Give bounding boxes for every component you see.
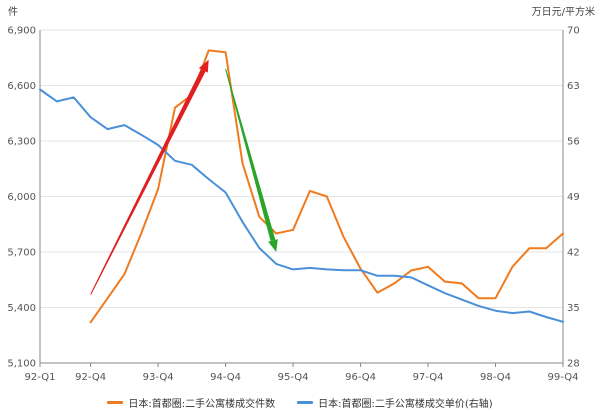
grid-lines xyxy=(40,29,563,364)
left-tick-label: 5,100 xyxy=(7,359,36,370)
right-tick-label: 70 xyxy=(567,26,580,37)
left-tick-label: 5,700 xyxy=(7,248,36,259)
x-tick-label: 94-Q4 xyxy=(210,372,241,383)
series-line-volume xyxy=(89,49,564,324)
legend-label-volume: 日本:首都圈:二手公寓楼成交件数 xyxy=(128,398,276,410)
right-tick-label: 35 xyxy=(567,303,580,314)
trend-arrows xyxy=(90,59,278,295)
right-axis-unit: 万日元/平方米 xyxy=(532,5,595,18)
legend-item-volume: 日本:首都圈:二手公寓楼成交件数 xyxy=(107,395,275,410)
right-tick-label: 56 xyxy=(567,137,580,148)
x-tick-label: 98-Q4 xyxy=(480,372,511,383)
x-tick-label: 99-Q4 xyxy=(548,372,579,383)
left-axis-unit: 件 xyxy=(8,6,18,18)
left-tick-label: 6,600 xyxy=(7,81,36,92)
x-tick-label: 96-Q4 xyxy=(345,372,376,383)
x-tick-label: 93-Q4 xyxy=(143,372,174,383)
x-tick-label: 92-Q4 xyxy=(75,372,106,383)
left-tick-label: 6,300 xyxy=(7,137,36,148)
x-tick-label: 92-Q1 xyxy=(25,372,56,383)
left-tick-label: 6,900 xyxy=(7,26,36,37)
fall-arrow-head xyxy=(268,239,278,252)
left-tick-label: 5,400 xyxy=(7,303,36,314)
right-tick-label: 49 xyxy=(567,192,580,203)
rise-arrow-shaft xyxy=(90,69,206,295)
series-line-price xyxy=(39,88,564,323)
line-chart: 5,100 28 5,400 35 5,700 42 6,000 49 6,300 56 6,600… xyxy=(7,5,595,384)
legend-item-price: 日本:首都圈:二手公寓楼成交单价(右轴) xyxy=(297,395,493,410)
fall-arrow-shaft xyxy=(225,68,276,242)
series-lines xyxy=(39,49,564,324)
legend-swatch-volume xyxy=(107,400,124,404)
rise-arrow-head xyxy=(198,59,209,73)
axes: 5,100 28 5,400 35 5,700 42 6,000 49 6,300 56 6,600… xyxy=(7,26,579,384)
right-tick-label: 63 xyxy=(567,81,580,92)
right-tick-label: 28 xyxy=(567,359,580,370)
x-tick-label: 97-Q4 xyxy=(413,372,444,383)
legend: 日本:首都圈:二手公寓楼成交件数 日本:首都圈:二手公寓楼成交单价(右轴) xyxy=(0,392,600,412)
legend-label-price: 日本:首都圈:二手公寓楼成交单价(右轴) xyxy=(318,398,493,410)
left-tick-label: 6,000 xyxy=(7,192,36,203)
right-tick-label: 42 xyxy=(567,248,580,259)
legend-swatch-price xyxy=(297,400,314,404)
x-tick-label: 95-Q4 xyxy=(278,372,309,383)
